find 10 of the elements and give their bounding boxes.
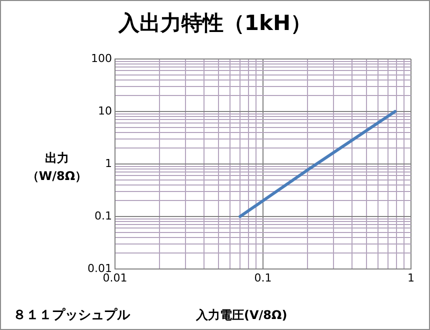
x-tick-label: 1 [408, 271, 414, 284]
x-axis-title: 入力電圧(V/8Ω) [196, 307, 288, 324]
chart-title: 入出力特性（1kH） [117, 10, 313, 37]
y-tick-label: 1 [105, 156, 112, 170]
y-tick-label: 0.1 [94, 209, 112, 222]
x-tick-label: 0.1 [254, 271, 272, 284]
text: ８１１プッシュプル [13, 306, 130, 324]
y-tick-label: 10 [98, 104, 112, 118]
y-axis-title: 出力（W/8Ω） [26, 150, 88, 185]
y-tick-label: 100 [91, 52, 112, 65]
